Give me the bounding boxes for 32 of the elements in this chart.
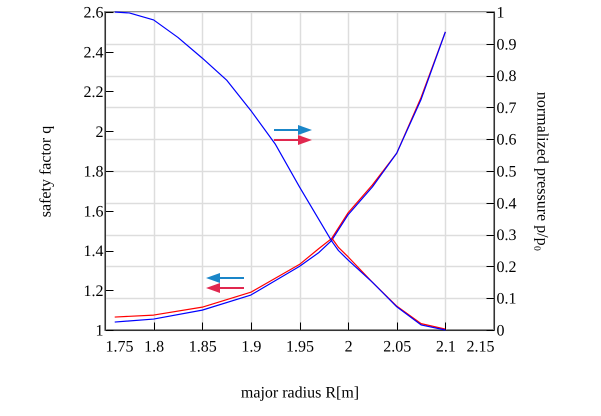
y-tick-label: 1.4 [84,243,104,260]
y2-tick-label: 0.6 [496,132,516,149]
y-tick-label: 1.2 [84,282,104,300]
x-tick-label: 2 [344,338,353,356]
y2-tick-label: 0.1 [496,290,516,308]
y-tick-label: 2.6 [84,4,104,22]
x-tick-label: 1.9 [241,338,262,356]
y-tick-label: 2.4 [84,44,104,62]
y-tick-label: 1 [96,322,104,340]
y2-tick-label: 0.8 [496,68,516,86]
x-tick-label: 1.8 [144,338,164,356]
y2-tick-label: 0.3 [496,227,516,244]
y2-tick-label: 1 [496,4,504,22]
y-axis-title: safety factor q [38,126,54,218]
x-tick-label: 1.95 [286,338,314,356]
x-axis-title: major radius R[m] [240,384,360,402]
x-tick-label: 1.75 [106,338,134,356]
y2-axis-title: normalized pressure p/p₀ [534,92,550,252]
y-tick-label: 2.2 [84,84,104,101]
x-tick-label: 1.85 [188,338,217,356]
y-tick-label: 2 [96,124,104,141]
y2-tick-label: 0.4 [496,195,516,212]
y-tick-label: 1.6 [84,203,104,220]
y2-tick-label: 0.9 [496,36,516,54]
x-tick-label: 2.05 [383,338,412,356]
x-tick-label: 2.15 [466,338,494,356]
y2-tick-label: 0.2 [496,258,516,276]
y-tick-label: 1.8 [84,164,104,180]
y2-tick-label: 0 [496,322,504,340]
x-tick-label: 2.1 [436,338,456,356]
y2-tick-label: 0.7 [496,100,516,117]
y2-tick-label: 0.5 [496,164,516,180]
